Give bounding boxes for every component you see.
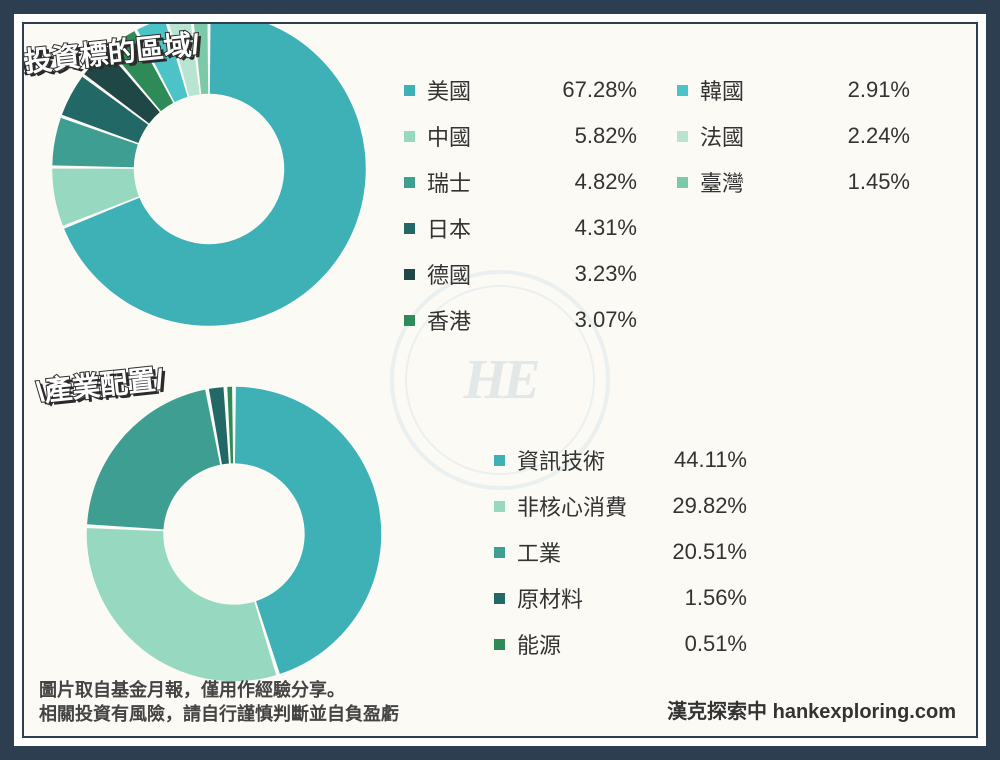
legend-value: 0.51%: [647, 631, 747, 657]
legend-item: 中國 5.82%: [404, 120, 637, 152]
swatch-icon: [494, 639, 505, 650]
legend-value: 29.82%: [647, 493, 747, 519]
inner-frame: HE \投資標的區域/ \產業配置/ 美國 67.28% 中國 5.82% 瑞士…: [22, 22, 978, 738]
legend-value: 2.91%: [810, 77, 910, 103]
legend-item: 原材料 1.56%: [494, 582, 747, 614]
swatch-icon: [404, 223, 415, 234]
swatch-icon: [677, 85, 688, 96]
legend-label: 工業: [517, 536, 647, 568]
legend-value: 4.31%: [537, 215, 637, 241]
swatch-icon: [404, 315, 415, 326]
legend-label: 香港: [427, 304, 537, 336]
legend-label: 德國: [427, 258, 537, 290]
legend-item: 日本 4.31%: [404, 212, 637, 244]
legend-industry: 資訊技術 44.11% 非核心消費 29.82% 工業 20.51% 原材料 1…: [494, 444, 747, 660]
legend-label: 能源: [517, 628, 647, 660]
legend-label: 美國: [427, 74, 537, 106]
swatch-icon: [404, 177, 415, 188]
legend-item: 能源 0.51%: [494, 628, 747, 660]
legend-value: 4.82%: [537, 169, 637, 195]
legend-label: 資訊技術: [517, 444, 647, 476]
swatch-icon: [677, 177, 688, 188]
legend-value: 3.23%: [537, 261, 637, 287]
swatch-icon: [677, 131, 688, 142]
swatch-icon: [404, 131, 415, 142]
legend-label: 瑞士: [427, 166, 537, 198]
legend-value: 2.24%: [810, 123, 910, 149]
swatch-icon: [494, 593, 505, 604]
legend-value: 20.51%: [647, 539, 747, 565]
legend-label: 法國: [700, 120, 810, 152]
legend-item: 臺灣 1.45%: [677, 166, 910, 198]
legend-value: 67.28%: [537, 77, 637, 103]
site-credit: 漢克探索中 hankexploring.com: [667, 695, 956, 724]
disclaimer: 圖片取自基金月報，僅用作經驗分享。 相關投資有風險，請自行謹慎判斷並自負盈虧: [39, 679, 399, 726]
legend-item: 德國 3.23%: [404, 258, 637, 290]
disclaimer-line1: 圖片取自基金月報，僅用作經驗分享。: [39, 679, 399, 702]
legend-item: 韓國 2.91%: [677, 74, 910, 106]
legend-item: 資訊技術 44.11%: [494, 444, 747, 476]
donut-chart-industry: [79, 379, 389, 689]
legend-value: 44.11%: [647, 447, 747, 473]
legend-item: 瑞士 4.82%: [404, 166, 637, 198]
watermark-text: HE: [464, 348, 537, 412]
swatch-icon: [494, 501, 505, 512]
legend-label: 韓國: [700, 74, 810, 106]
content-area: HE \投資標的區域/ \產業配置/ 美國 67.28% 中國 5.82% 瑞士…: [24, 24, 976, 736]
swatch-icon: [494, 455, 505, 466]
legend-region: 美國 67.28% 中國 5.82% 瑞士 4.82% 日本 4.31% 德國 …: [404, 74, 910, 336]
swatch-icon: [494, 547, 505, 558]
legend-label: 非核心消費: [517, 490, 647, 522]
swatch-icon: [404, 269, 415, 280]
legend-item: 法國 2.24%: [677, 120, 910, 152]
legend-item: 香港 3.07%: [404, 304, 637, 336]
legend-label: 臺灣: [700, 166, 810, 198]
legend-value: 3.07%: [537, 307, 637, 333]
swatch-icon: [404, 85, 415, 96]
legend-value: 1.45%: [810, 169, 910, 195]
legend-item: 美國 67.28%: [404, 74, 637, 106]
legend-value: 1.56%: [647, 585, 747, 611]
legend-item: 非核心消費 29.82%: [494, 490, 747, 522]
donut-slice: [87, 528, 276, 681]
donut-slice: [227, 387, 233, 464]
legend-label: 日本: [427, 212, 537, 244]
disclaimer-line2: 相關投資有風險，請自行謹慎判斷並自負盈虧: [39, 703, 399, 726]
legend-label: 中國: [427, 120, 537, 152]
donut-slice: [87, 390, 220, 530]
legend-label: 原材料: [517, 582, 647, 614]
legend-item: 工業 20.51%: [494, 536, 747, 568]
legend-value: 5.82%: [537, 123, 637, 149]
